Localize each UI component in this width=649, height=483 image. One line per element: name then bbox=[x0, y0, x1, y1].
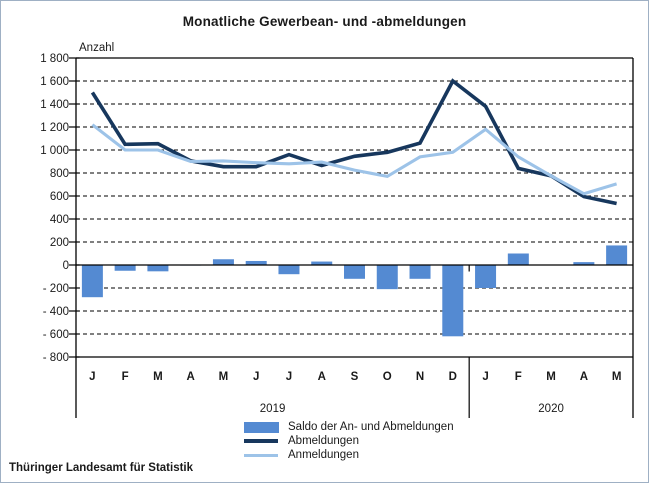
legend-label-abmeldungen: Abmeldungen bbox=[288, 435, 359, 447]
y-axis-labels: 1 800 1 600 1 400 1 200 1 000 800 600 400 200 0 - … bbox=[40, 53, 69, 364]
svg-text:J: J bbox=[286, 371, 292, 383]
gridlines bbox=[76, 80, 633, 335]
svg-text:S: S bbox=[351, 371, 359, 383]
abmeldungen-line bbox=[90, 78, 617, 206]
svg-text:2020: 2020 bbox=[538, 403, 564, 415]
anmeldungen-line bbox=[91, 123, 618, 196]
legend-swatch-abmeldungen bbox=[244, 439, 279, 443]
svg-text:N: N bbox=[416, 371, 424, 383]
svg-text:- 200: - 200 bbox=[43, 283, 69, 295]
legend-item-anmeldungen: Anmeldungen bbox=[244, 448, 454, 462]
svg-text:A: A bbox=[318, 371, 326, 383]
saldo-bar bbox=[376, 265, 398, 290]
svg-text:800: 800 bbox=[50, 168, 69, 180]
svg-text:J: J bbox=[89, 371, 95, 383]
legend-label-saldo: Saldo der An- und Abmeldungen bbox=[288, 421, 454, 433]
saldo-bar bbox=[245, 260, 267, 265]
saldo-bar bbox=[573, 262, 595, 265]
svg-text:J: J bbox=[482, 371, 488, 383]
svg-text:1 200: 1 200 bbox=[40, 122, 69, 134]
saldo-bar bbox=[442, 265, 464, 337]
saldo-bar bbox=[409, 265, 431, 279]
axes-frame bbox=[69, 57, 634, 418]
legend-item-abmeldungen: Abmeldungen bbox=[244, 434, 454, 448]
x-axis-year-labels: 2019 2020 bbox=[260, 403, 564, 415]
svg-text:O: O bbox=[383, 371, 392, 383]
svg-text:2019: 2019 bbox=[260, 403, 286, 415]
svg-text:M: M bbox=[546, 371, 556, 383]
legend-swatch-saldo bbox=[244, 421, 279, 433]
saldo-bar bbox=[606, 245, 628, 265]
svg-text:400: 400 bbox=[50, 214, 69, 226]
legend-swatch-anmeldungen bbox=[244, 453, 279, 457]
y-axis-unit-label: Anzahl bbox=[79, 42, 115, 54]
svg-text:F: F bbox=[122, 371, 129, 383]
svg-text:A: A bbox=[580, 371, 588, 383]
svg-text:1 600: 1 600 bbox=[40, 76, 69, 88]
svg-text:M: M bbox=[153, 371, 163, 383]
svg-text:A: A bbox=[187, 371, 195, 383]
saldo-bar bbox=[114, 265, 136, 271]
svg-text:- 600: - 600 bbox=[43, 329, 69, 341]
legend-label-anmeldungen: Anmeldungen bbox=[288, 449, 359, 461]
chart-title: Monatliche Gewerbean- und -abmeldungen bbox=[182, 14, 467, 29]
svg-text:1 000: 1 000 bbox=[40, 145, 69, 157]
saldo-bar bbox=[475, 265, 497, 288]
saldo-bar bbox=[212, 259, 234, 265]
legend: Saldo der An- und Abmeldungen Abmeldunge… bbox=[244, 420, 454, 462]
svg-text:J: J bbox=[253, 371, 259, 383]
saldo-bar bbox=[147, 265, 169, 272]
svg-text:M: M bbox=[612, 371, 622, 383]
saldo-bar bbox=[311, 261, 333, 265]
svg-text:200: 200 bbox=[50, 237, 69, 249]
svg-text:D: D bbox=[449, 371, 457, 383]
svg-text:- 400: - 400 bbox=[43, 306, 69, 318]
source-attribution: Thüringer Landesamt für Statistik bbox=[9, 462, 194, 474]
saldo-bar bbox=[278, 265, 300, 275]
svg-text:F: F bbox=[515, 371, 522, 383]
svg-text:M: M bbox=[219, 371, 229, 383]
saldo-bar bbox=[81, 265, 103, 298]
saldo-bars bbox=[81, 245, 628, 337]
svg-text:1 400: 1 400 bbox=[40, 99, 69, 111]
saldo-bar bbox=[344, 265, 365, 279]
svg-text:600: 600 bbox=[50, 191, 69, 203]
saldo-bar bbox=[507, 253, 529, 265]
svg-text:1 800: 1 800 bbox=[40, 53, 69, 65]
svg-text:0: 0 bbox=[63, 260, 69, 272]
legend-item-saldo: Saldo der An- und Abmeldungen bbox=[244, 420, 454, 434]
svg-text:- 800: - 800 bbox=[43, 352, 69, 364]
